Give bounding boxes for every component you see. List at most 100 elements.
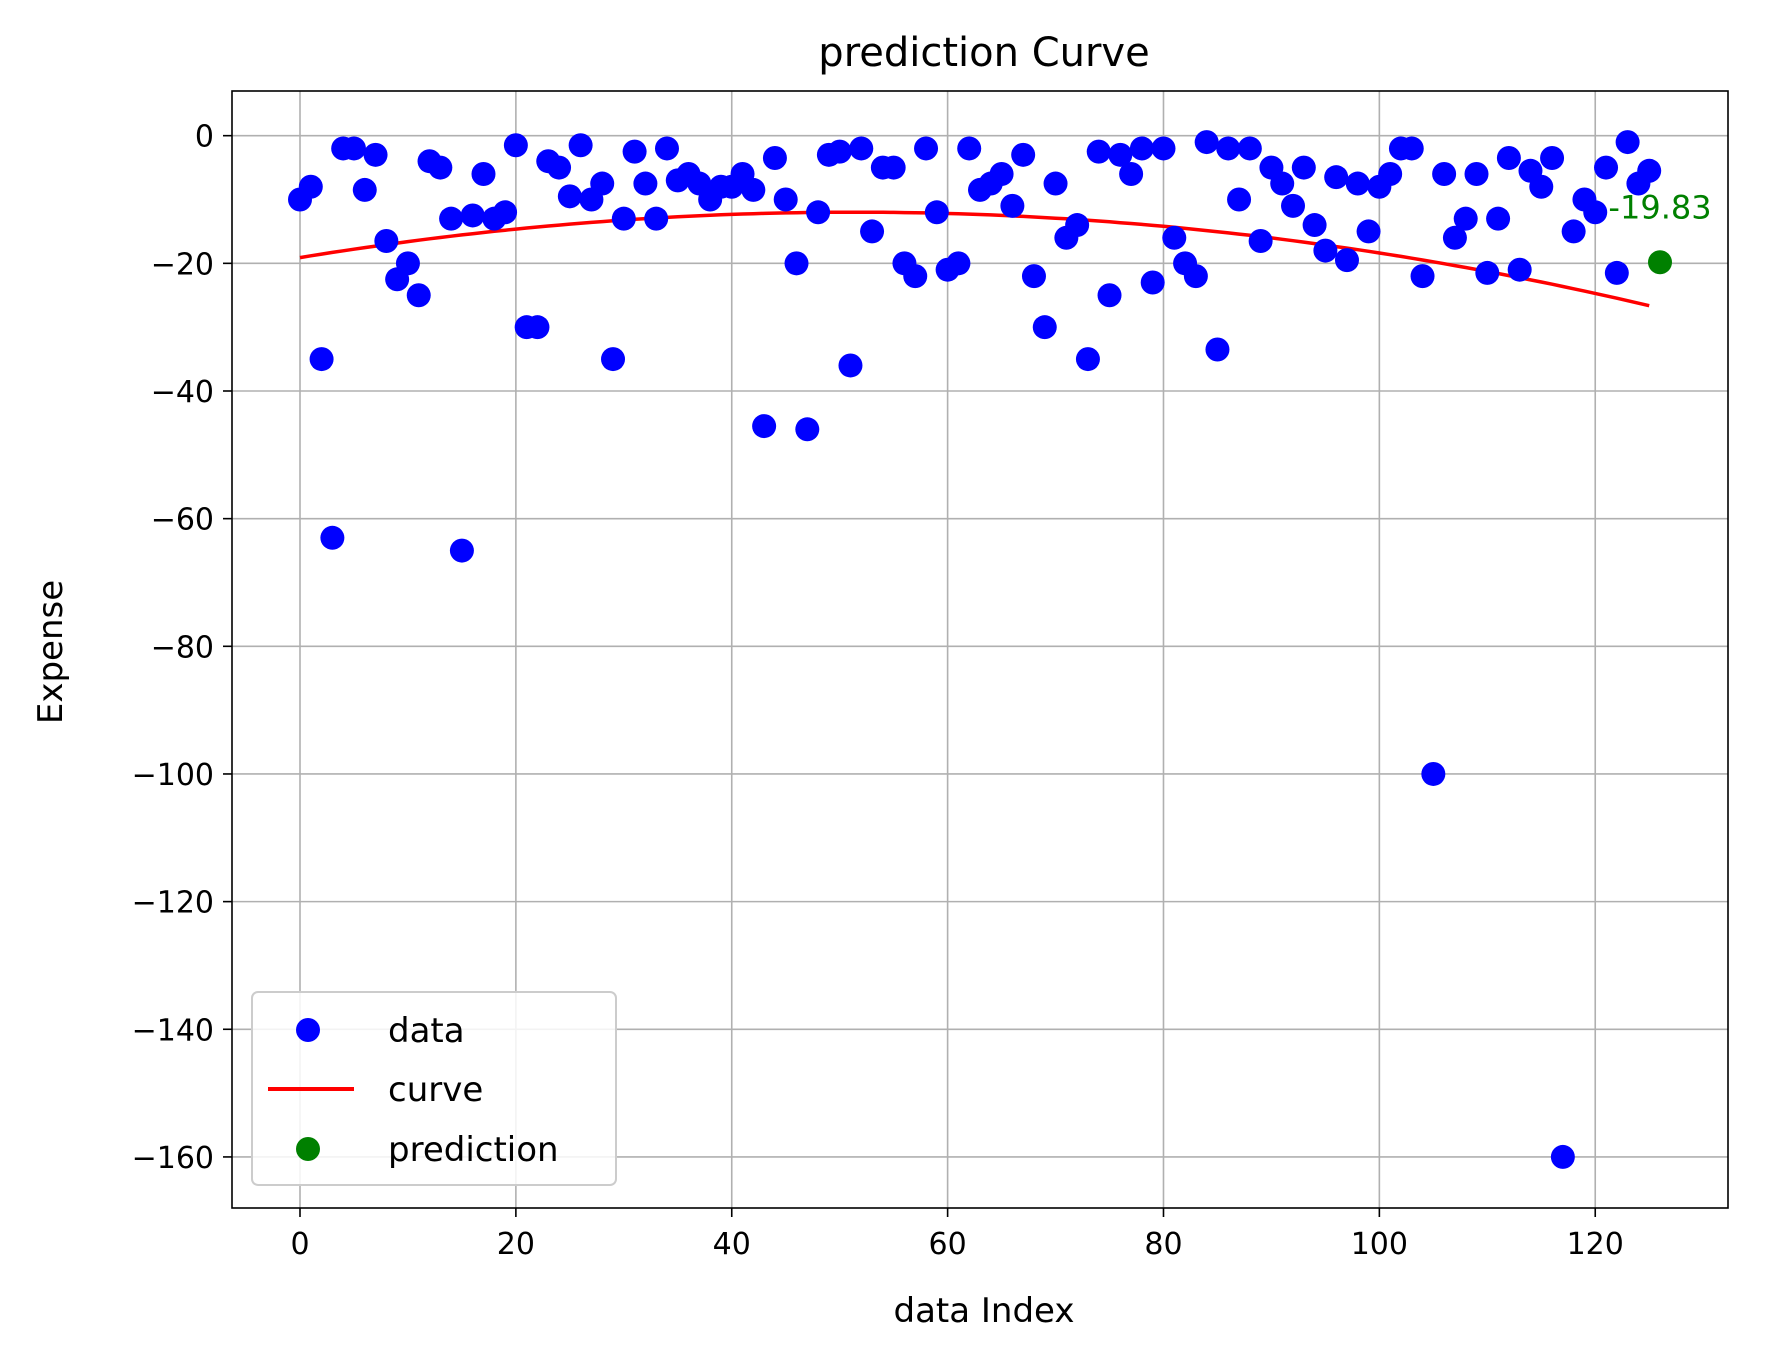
prediction-series: -19.83 <box>1608 188 1712 275</box>
prediction-point <box>1648 250 1672 275</box>
data-point <box>525 315 550 340</box>
data-point <box>741 177 766 202</box>
data-point <box>1313 238 1338 263</box>
data-point <box>1540 146 1565 171</box>
data-point <box>1119 161 1144 186</box>
data-point <box>1000 193 1025 218</box>
x-tick-label: 80 <box>1144 1227 1182 1262</box>
data-point <box>860 219 885 244</box>
data-point <box>363 142 388 167</box>
data-point <box>1237 136 1262 161</box>
y-tick-label: −120 <box>132 886 214 921</box>
x-axis-label: data Index <box>894 1291 1075 1331</box>
data-point <box>946 251 971 276</box>
data-point <box>557 184 582 209</box>
data-point <box>1205 337 1230 362</box>
grid-lines <box>232 91 1728 1208</box>
data-point <box>622 139 647 164</box>
data-point <box>1032 315 1057 340</box>
data-point <box>1356 219 1381 244</box>
legend-data-marker <box>296 1018 320 1042</box>
data-point <box>1583 200 1608 225</box>
data-point <box>1270 171 1295 196</box>
data-point <box>449 538 474 563</box>
y-tick-label: −140 <box>132 1013 214 1048</box>
data-point <box>601 347 626 372</box>
data-point <box>352 177 377 202</box>
x-tick-label: 0 <box>290 1227 309 1262</box>
data-point <box>320 525 345 550</box>
data-point <box>439 206 464 231</box>
data-point <box>1475 260 1500 285</box>
data-point <box>503 133 528 158</box>
x-tick-label: 100 <box>1351 1227 1408 1262</box>
y-tick-label: −20 <box>151 247 214 282</box>
x-tick-label: 40 <box>713 1227 751 1262</box>
data-point <box>1324 165 1349 190</box>
data-point <box>1162 225 1187 250</box>
data-point <box>1378 161 1403 186</box>
data-point <box>471 161 496 186</box>
data-point <box>395 251 420 276</box>
data-point <box>1183 264 1208 289</box>
y-tick-label: −100 <box>132 758 214 793</box>
data-point <box>1464 161 1489 186</box>
y-tick-label: −80 <box>151 630 214 665</box>
data-point <box>654 136 679 161</box>
chart-title: prediction Curve <box>818 30 1149 76</box>
data-point <box>1227 187 1252 212</box>
data-point <box>1442 225 1467 250</box>
data-point <box>1334 248 1359 273</box>
data-point <box>611 206 636 231</box>
data-point <box>298 174 323 199</box>
data-point <box>1529 174 1554 199</box>
data-point <box>838 353 863 378</box>
data-point <box>1604 260 1629 285</box>
data-point <box>1151 136 1176 161</box>
data-point <box>428 155 453 180</box>
y-tick-label: −160 <box>132 1141 214 1176</box>
data-point <box>1086 139 1111 164</box>
y-axis-label: Expense <box>31 580 71 724</box>
data-point <box>752 414 777 439</box>
data-point <box>1637 158 1662 183</box>
data-point <box>341 136 366 161</box>
data-point <box>1248 228 1273 253</box>
data-point <box>957 136 982 161</box>
x-tick-label: 60 <box>929 1227 967 1262</box>
data-point <box>633 171 658 196</box>
data-point <box>493 200 518 225</box>
data-point <box>1453 206 1478 231</box>
data-point <box>924 200 949 225</box>
data-point <box>881 155 906 180</box>
data-point <box>1291 155 1316 180</box>
data-point <box>590 171 615 196</box>
data-point <box>1561 219 1586 244</box>
curve-line <box>299 210 1650 308</box>
data-point <box>989 161 1014 186</box>
data-point <box>1496 146 1521 171</box>
data-point <box>903 264 928 289</box>
data-point <box>309 347 334 372</box>
data-point <box>1421 761 1446 786</box>
legend-curve-label: curve <box>388 1070 483 1110</box>
data-point <box>1507 257 1532 282</box>
data-point <box>1108 142 1133 167</box>
data-point <box>1432 161 1457 186</box>
data-point <box>1097 283 1122 308</box>
data-point <box>795 417 820 442</box>
axis-ticks: 0 20 40 60 80 100 120 0 −20 −40 −60 −80 −100 −120 −140… <box>132 120 1624 1262</box>
data-point <box>1399 136 1424 161</box>
data-point <box>1302 213 1327 238</box>
data-point <box>1129 136 1154 161</box>
legend-box <box>251 991 617 1186</box>
data-point <box>1021 264 1046 289</box>
data-point <box>784 251 809 276</box>
x-tick-label: 20 <box>497 1227 535 1262</box>
data-point <box>1140 270 1165 295</box>
data-point <box>460 203 485 228</box>
legend-data-label: data <box>388 1011 465 1051</box>
data-point <box>1065 213 1090 238</box>
data-point <box>806 200 831 225</box>
